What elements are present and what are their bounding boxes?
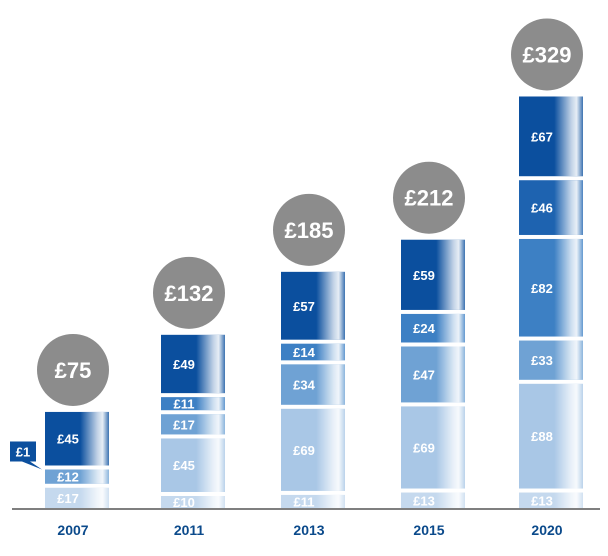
bar-sheen bbox=[161, 334, 225, 394]
bar-sheen bbox=[401, 492, 465, 508]
bar-segment-2007-callout bbox=[10, 441, 36, 462]
bar-sheen bbox=[519, 340, 583, 380]
segment-label: £13 bbox=[413, 493, 435, 508]
segment-label: £11 bbox=[174, 397, 195, 412]
bar-sheen bbox=[281, 271, 345, 340]
year-label: 2020 bbox=[531, 522, 562, 538]
segment-label: £11 bbox=[294, 494, 315, 509]
bar-sheen bbox=[45, 469, 109, 484]
segment-label: £45 bbox=[57, 432, 79, 447]
bar-sheen bbox=[281, 343, 345, 361]
segment-label: £17 bbox=[57, 491, 79, 506]
bar-sheen bbox=[401, 406, 465, 489]
year-label: 2013 bbox=[293, 522, 324, 538]
total-badges-group: £75 £132 £185 £212 £329 bbox=[37, 18, 583, 406]
segment-label: £67 bbox=[531, 129, 553, 144]
bar-sheen bbox=[519, 492, 583, 508]
bar-sheen bbox=[45, 487, 109, 508]
bar-sheen bbox=[401, 346, 465, 403]
segment-label: £24 bbox=[413, 321, 435, 336]
segment-label: £14 bbox=[293, 345, 315, 360]
segment-label: £57 bbox=[293, 299, 315, 314]
segment-label: £59 bbox=[413, 268, 435, 283]
bar-sheen bbox=[519, 383, 583, 489]
total-label: £185 bbox=[285, 218, 334, 243]
bar-sheen bbox=[519, 238, 583, 337]
bar-sheen bbox=[281, 494, 345, 508]
segment-label: £12 bbox=[57, 470, 79, 485]
bar-sheen bbox=[161, 438, 225, 492]
segment-label: £33 bbox=[531, 353, 553, 368]
bar-sheen bbox=[281, 364, 345, 405]
total-badge bbox=[393, 161, 465, 234]
segment-label: £45 bbox=[173, 458, 195, 473]
year-labels-group: 2007 2011 2013 2015 2020 bbox=[57, 522, 562, 538]
segment-label: £47 bbox=[413, 367, 435, 382]
bar-sheen bbox=[401, 313, 465, 343]
total-badge bbox=[273, 193, 345, 266]
bar-sheen bbox=[161, 414, 225, 435]
segment-label: £13 bbox=[531, 493, 553, 508]
total-label: £212 bbox=[405, 186, 454, 211]
bars-group: £17 £12 £1 £45 £10 £45 £17 £11 £49 £11 £69 £34 £14 £5… bbox=[10, 96, 583, 510]
bar-sheen bbox=[401, 239, 465, 310]
bar-sheen bbox=[45, 411, 109, 466]
total-badge bbox=[153, 256, 225, 329]
year-label: 2011 bbox=[174, 522, 205, 538]
segment-label: £34 bbox=[293, 378, 315, 393]
segment-label: £17 bbox=[173, 417, 195, 432]
bar-sheen bbox=[161, 496, 225, 508]
year-label: 2007 bbox=[57, 522, 88, 538]
segment-label: £88 bbox=[531, 429, 553, 444]
total-badge bbox=[511, 18, 583, 91]
segment-label: £49 bbox=[173, 357, 195, 372]
segment-label: £69 bbox=[413, 440, 435, 455]
segment-label: £1 bbox=[16, 444, 30, 459]
segment-label: £10 bbox=[173, 495, 195, 510]
total-label: £75 bbox=[55, 358, 92, 383]
bar-sheen bbox=[281, 408, 345, 491]
segment-label: £82 bbox=[531, 281, 553, 296]
segment-label: £69 bbox=[293, 443, 315, 458]
callout-pointer bbox=[22, 461, 42, 470]
total-badge bbox=[37, 333, 109, 406]
year-label: 2015 bbox=[413, 522, 444, 538]
bar-sheen bbox=[519, 96, 583, 177]
segment-label: £46 bbox=[531, 201, 553, 216]
bar-sheen bbox=[519, 180, 583, 235]
total-label: £329 bbox=[523, 42, 572, 67]
bar-sheen bbox=[161, 397, 225, 411]
total-label: £132 bbox=[165, 281, 214, 306]
